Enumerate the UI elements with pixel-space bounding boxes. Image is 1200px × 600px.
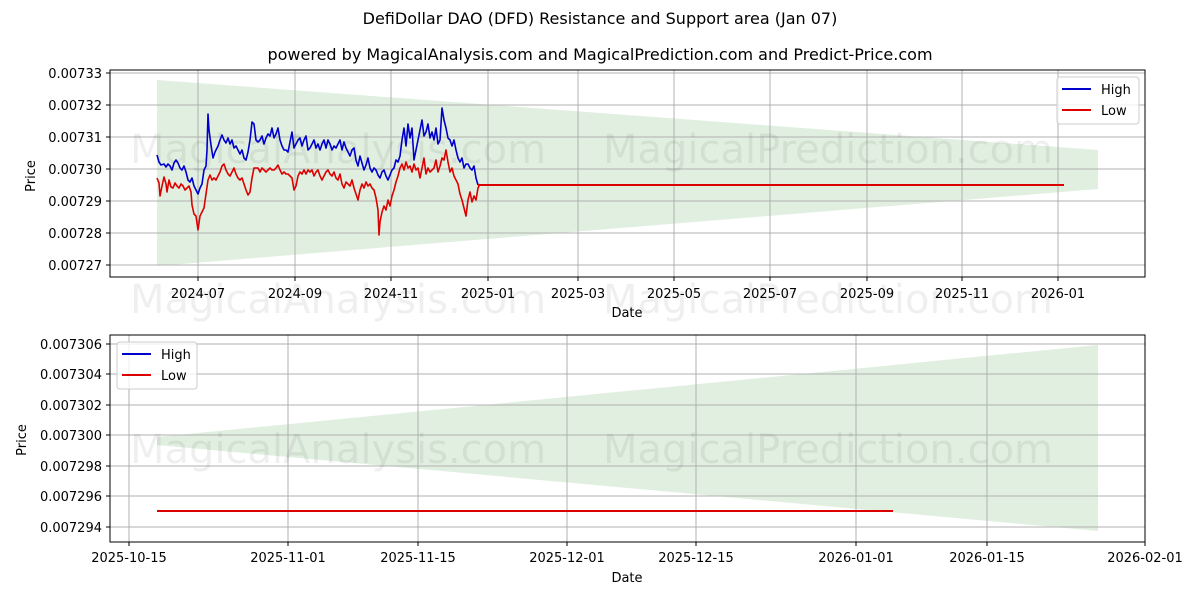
watermark-magicalanalysis-3: MagicalAnalysis.com	[130, 427, 546, 473]
bottom-chart: MagicalAnalysis.com MagicalPrediction.co…	[15, 334, 1183, 586]
top-grid	[110, 70, 1145, 277]
watermark-magicalanalysis-2: MagicalAnalysis.com	[130, 277, 546, 323]
top-ytick-label: 0.00733	[48, 67, 102, 82]
top-ytick-label: 0.00729	[48, 195, 102, 210]
bottom-xtick-label: 2025-12-01	[529, 551, 605, 566]
top-low-line	[156, 149, 481, 236]
bottom-xtick-label: 2026-01-15	[949, 551, 1025, 566]
chart-title: DefiDollar DAO (DFD) Resistance and Supp…	[362, 9, 838, 28]
legend-high-label: High	[161, 348, 191, 363]
bottom-xtick-label: 2025-12-15	[658, 551, 734, 566]
bottom-y-axis: 0.007294 0.007296 0.007298 0.007300 0.00…	[15, 338, 110, 536]
top-xtick-label: 2025-09	[840, 287, 894, 302]
top-y-axis-label: Price	[24, 160, 39, 192]
bottom-ytick-label: 0.007298	[40, 460, 102, 475]
bottom-ytick-label: 0.007302	[40, 399, 102, 414]
top-xtick-label: 2025-01	[461, 287, 515, 302]
bottom-plot-frame	[109, 334, 1146, 543]
bottom-ytick-label: 0.007294	[40, 521, 102, 536]
bottom-support-resistance-band	[157, 345, 1098, 531]
bottom-ytick-label: 0.007304	[40, 368, 102, 383]
bottom-y-axis-label: Price	[15, 424, 30, 456]
legend-high-label: High	[1101, 83, 1131, 98]
bottom-xtick-label: 2026-02-01	[1107, 551, 1183, 566]
chart-subtitle: powered by MagicalAnalysis.com and Magic…	[267, 45, 933, 64]
top-x-axis-label: Date	[611, 306, 642, 321]
bottom-legend: High Low	[116, 341, 198, 390]
top-ytick-label: 0.00727	[48, 259, 102, 274]
top-support-resistance-band	[157, 80, 1098, 266]
top-ytick-label: 0.00728	[48, 227, 102, 242]
watermark-magicalprediction: MagicalPrediction.com	[603, 127, 1053, 173]
top-chart: MagicalAnalysis.com MagicalPrediction.co…	[24, 67, 1146, 323]
top-legend: High Low	[1056, 76, 1140, 125]
bottom-ytick-label: 0.007296	[40, 490, 102, 505]
top-xtick-label: 2025-11	[935, 287, 989, 302]
legend-low-label: Low	[1101, 104, 1127, 119]
watermark-magicalanalysis: MagicalAnalysis.com	[130, 127, 546, 173]
top-ytick-label: 0.00731	[48, 131, 102, 146]
top-y-axis: 0.00727 0.00728 0.00729 0.00730 0.00731 …	[24, 67, 110, 274]
watermark-magicalprediction-3: MagicalPrediction.com	[603, 427, 1053, 473]
top-xtick-label: 2024-09	[268, 287, 322, 302]
watermark-magicalprediction-2: MagicalPrediction.com	[603, 277, 1053, 323]
top-ytick-label: 0.00732	[48, 99, 102, 114]
legend-low-label: Low	[161, 369, 187, 384]
top-xtick-label: 2025-07	[743, 287, 797, 302]
top-x-axis: 2024-07 2024-09 2024-11 2025-01 2025-03 …	[171, 277, 1085, 321]
top-xtick-label: 2026-01	[1031, 287, 1085, 302]
top-plot-frame	[109, 69, 1146, 278]
bottom-xtick-label: 2026-01-01	[818, 551, 894, 566]
top-high-line	[156, 107, 479, 195]
top-ytick-label: 0.00730	[48, 163, 102, 178]
bottom-grid	[110, 335, 1146, 542]
top-xtick-label: 2024-07	[171, 287, 225, 302]
top-xtick-label: 2025-05	[647, 287, 701, 302]
bottom-xtick-label: 2025-11-01	[250, 551, 326, 566]
bottom-xtick-label: 2025-11-15	[380, 551, 456, 566]
bottom-x-axis-label: Date	[611, 571, 642, 586]
top-xtick-label: 2025-03	[551, 287, 605, 302]
top-xtick-label: 2024-11	[364, 287, 418, 302]
bottom-x-axis: 2025-10-15 2025-11-01 2025-11-15 2025-12…	[91, 542, 1183, 586]
bottom-ytick-label: 0.007306	[40, 338, 102, 353]
bottom-ytick-label: 0.007300	[40, 429, 102, 444]
bottom-xtick-label: 2025-10-15	[91, 551, 167, 566]
